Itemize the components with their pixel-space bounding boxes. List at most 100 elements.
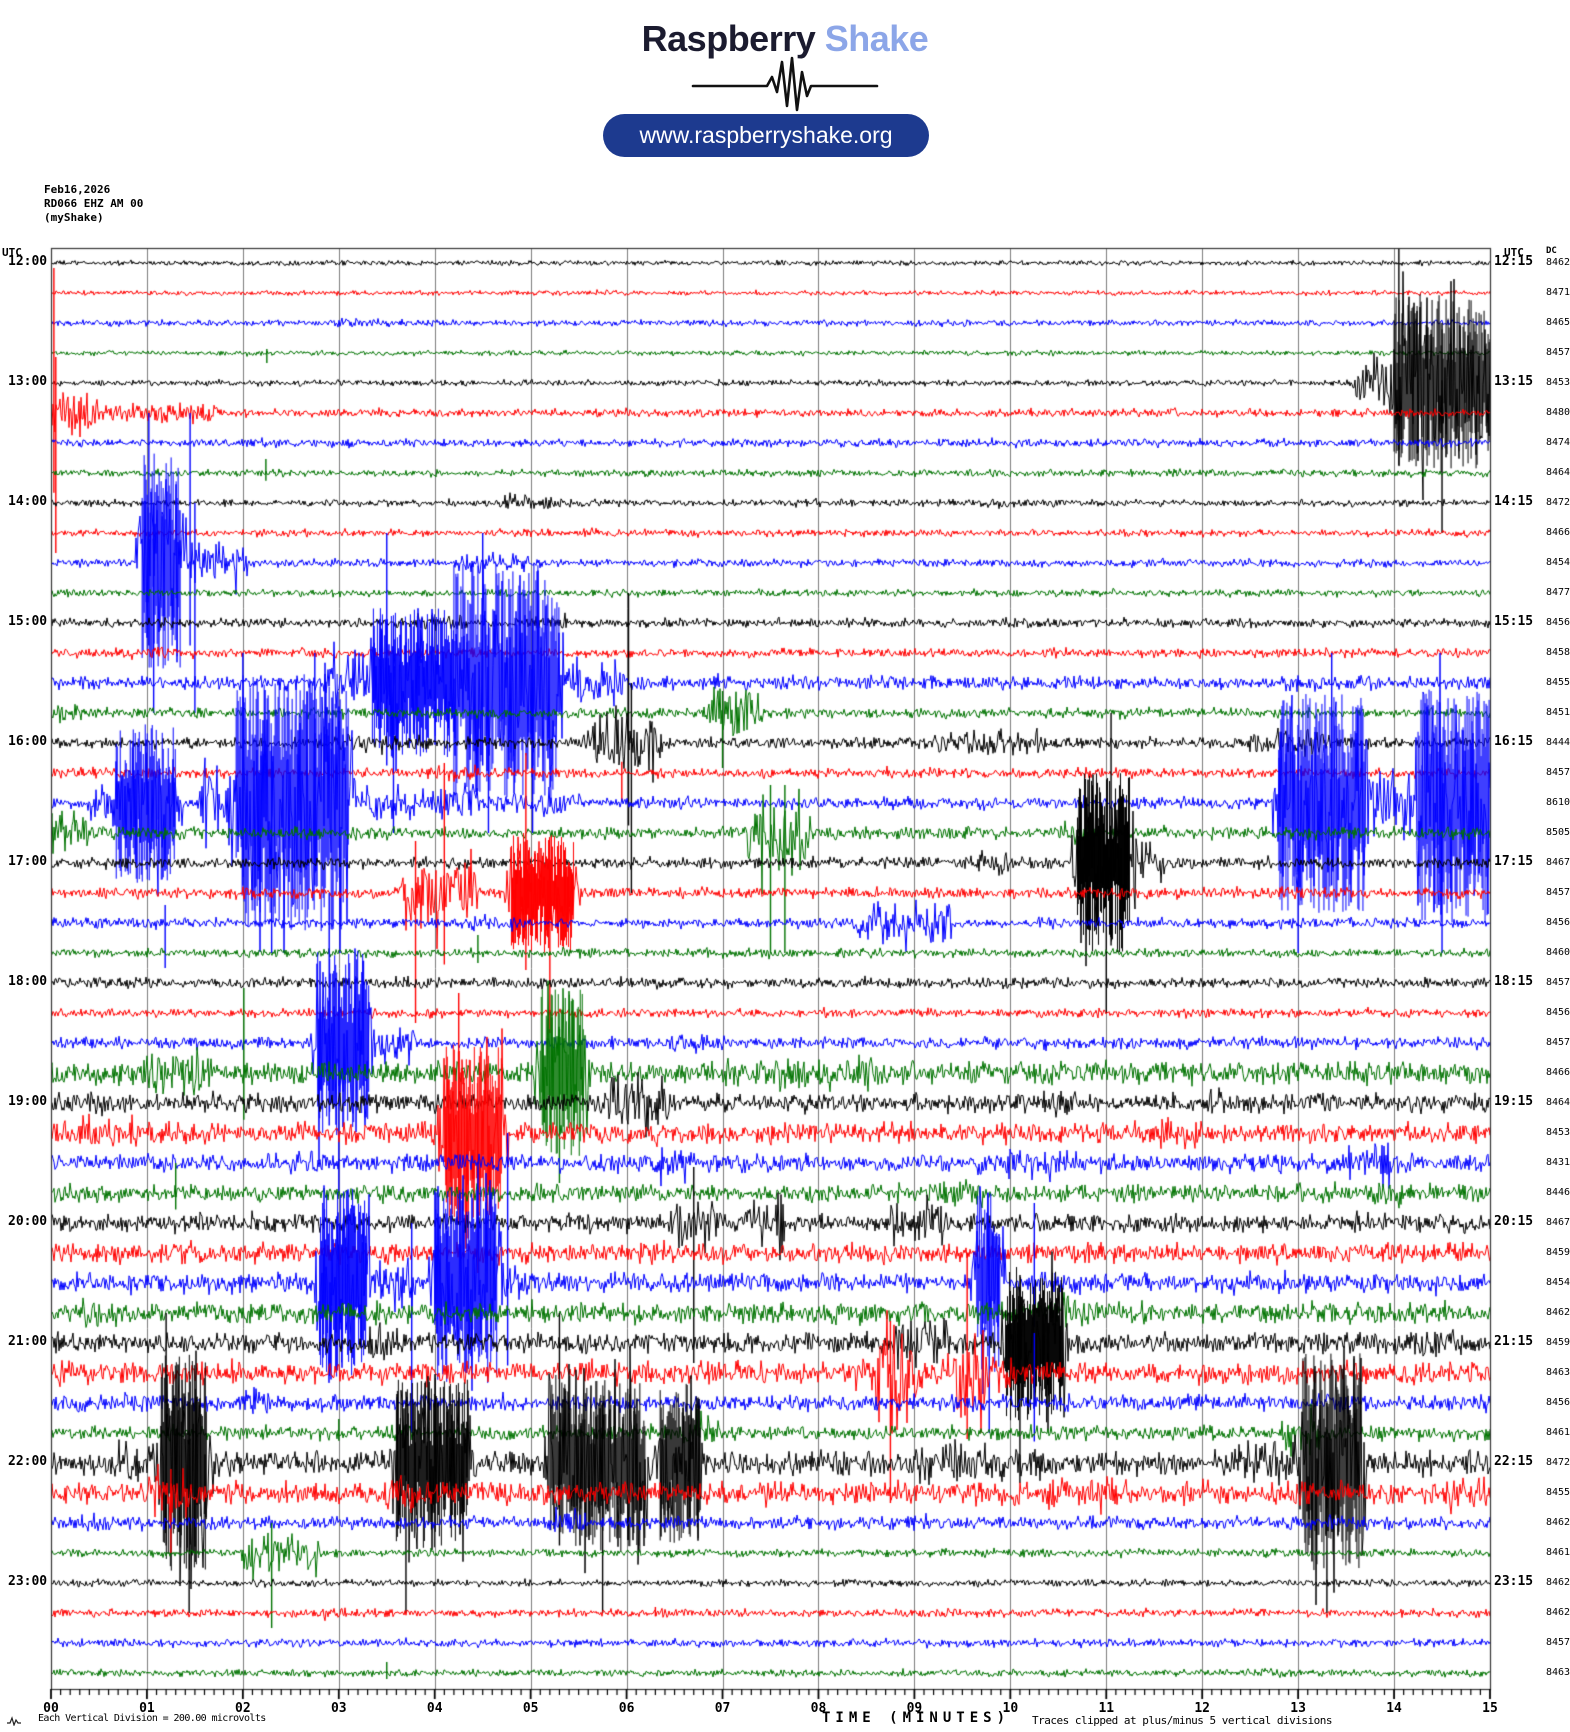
trace-dc-value: 8454 xyxy=(1546,1277,1570,1288)
trace-dc-value: 8457 xyxy=(1546,1637,1570,1648)
trace-end-time-label: 14:15 xyxy=(1494,494,1534,509)
trace-dc-value: 8472 xyxy=(1546,1457,1570,1468)
trace-end-time-label: 20:15 xyxy=(1494,1214,1534,1229)
trace-start-time-label: 12:00 xyxy=(8,254,48,269)
utc-header-right: UTC xyxy=(1504,246,1524,259)
trace-end-time-label: 16:15 xyxy=(1494,734,1534,749)
trace-dc-value: 8462 xyxy=(1546,257,1570,268)
station-date: Feb16,2026 xyxy=(44,183,111,196)
x-axis-tick-label: 04 xyxy=(426,1701,443,1716)
wave-mark-icon xyxy=(7,1716,21,1726)
trace-dc-value: 8462 xyxy=(1546,1517,1570,1528)
trace-dc-value: 8466 xyxy=(1546,527,1570,538)
trace-start-time-label: 23:00 xyxy=(8,1574,48,1589)
x-axis-tick-label: 00 xyxy=(43,1701,59,1716)
trace-dc-value: 8457 xyxy=(1546,347,1570,358)
trace-dc-value: 8467 xyxy=(1546,857,1570,868)
trace-dc-value: 8463 xyxy=(1546,1667,1570,1678)
trace-dc-value: 8459 xyxy=(1546,1337,1570,1348)
trace-dc-value: 8462 xyxy=(1546,1307,1570,1318)
scale-note: Each Vertical Division = 200.00 microvol… xyxy=(38,1713,266,1724)
clip-note: Traces clipped at plus/minus 5 vertical … xyxy=(1032,1714,1333,1727)
trace-dc-value: 8463 xyxy=(1546,1367,1570,1378)
trace-dc-value: 8505 xyxy=(1546,827,1570,838)
station-network: (myShake) xyxy=(44,211,104,224)
x-axis-tick-label: 02 xyxy=(235,1701,251,1716)
trace-dc-value: 8457 xyxy=(1546,977,1570,988)
trace-dc-value: 8456 xyxy=(1546,617,1570,628)
trace-dc-value: 8459 xyxy=(1546,1247,1570,1258)
trace-end-time-label: 23:15 xyxy=(1494,1574,1534,1589)
station-id: RD066 EHZ AM 00 xyxy=(44,197,144,210)
trace-dc-value: 8457 xyxy=(1546,767,1570,778)
trace-dc-value: 8431 xyxy=(1546,1157,1570,1168)
trace-dc-value: 8446 xyxy=(1546,1187,1570,1198)
trace-dc-value: 8455 xyxy=(1546,677,1570,688)
trace-start-time-label: 13:00 xyxy=(8,374,48,389)
trace-dc-value: 8457 xyxy=(1546,887,1570,898)
utc-header-left: UTC xyxy=(2,246,22,259)
seismic-wave-icon xyxy=(691,56,879,112)
trace-end-time-label: 21:15 xyxy=(1494,1334,1534,1349)
x-axis-tick-label: 08 xyxy=(810,1701,827,1716)
trace-dc-value: 8457 xyxy=(1546,1037,1570,1048)
trace-dc-value: 8465 xyxy=(1546,317,1570,328)
trace-dc-value: 8474 xyxy=(1546,437,1570,448)
trace-start-time-label: 21:00 xyxy=(8,1334,48,1349)
trace-dc-value: 8451 xyxy=(1546,707,1570,718)
trace-dc-value: 8456 xyxy=(1546,917,1570,928)
trace-dc-value: 8444 xyxy=(1546,737,1570,748)
x-axis-tick-label: 01 xyxy=(139,1701,155,1716)
x-axis-tick-label: 12 xyxy=(1194,1701,1211,1716)
trace-dc-value: 8456 xyxy=(1546,1007,1570,1018)
trace-start-time-label: 22:00 xyxy=(8,1454,48,1469)
x-axis-tick-label: 11 xyxy=(1098,1701,1115,1716)
trace-start-time-label: 19:00 xyxy=(8,1094,48,1109)
trace-dc-value: 8453 xyxy=(1546,1127,1570,1138)
x-axis-tick-label: 07 xyxy=(714,1701,731,1716)
trace-dc-value: 8462 xyxy=(1546,1607,1570,1618)
trace-end-time-label: 15:15 xyxy=(1494,614,1534,629)
trace-dc-value: 8455 xyxy=(1546,1487,1570,1498)
trace-end-time-label: 13:15 xyxy=(1494,374,1534,389)
trace-dc-value: 8464 xyxy=(1546,1097,1570,1108)
trace-end-time-label: 18:15 xyxy=(1494,974,1534,989)
x-axis-tick-label: 03 xyxy=(330,1701,347,1716)
x-axis-title: TIME (MINUTES) xyxy=(822,1710,1011,1726)
website-link-button[interactable]: www.raspberryshake.org xyxy=(603,114,929,157)
trace-end-time-label: 17:15 xyxy=(1494,854,1534,869)
x-axis-tick-label: 13 xyxy=(1290,1701,1306,1716)
x-axis-tick-label: 06 xyxy=(618,1701,635,1716)
logo-text-raspberry: Raspberry xyxy=(641,18,816,59)
trace-start-time-label: 15:00 xyxy=(8,614,48,629)
trace-start-time-label: 14:00 xyxy=(8,494,48,509)
trace-dc-value: 8472 xyxy=(1546,497,1570,508)
trace-dc-value: 8454 xyxy=(1546,557,1570,568)
trace-dc-value: 8467 xyxy=(1546,1217,1570,1228)
trace-dc-value: 8477 xyxy=(1546,587,1570,598)
raspberry-shake-logo: Raspberry Shake xyxy=(0,18,1570,60)
trace-dc-value: 8480 xyxy=(1546,407,1570,418)
trace-start-time-label: 18:00 xyxy=(8,974,48,989)
trace-dc-value: 8466 xyxy=(1546,1067,1570,1078)
trace-start-time-label: 20:00 xyxy=(8,1214,48,1229)
trace-dc-value: 8462 xyxy=(1546,1577,1570,1588)
trace-dc-value: 8458 xyxy=(1546,647,1570,658)
trace-dc-value: 8461 xyxy=(1546,1547,1570,1558)
trace-end-time-label: 22:15 xyxy=(1494,1454,1534,1469)
trace-dc-value: 8461 xyxy=(1546,1427,1570,1438)
trace-start-time-label: 16:00 xyxy=(8,734,48,749)
trace-start-time-label: 17:00 xyxy=(8,854,48,869)
trace-end-time-label: 12:15 xyxy=(1494,254,1534,269)
trace-dc-value: 8610 xyxy=(1546,797,1570,808)
trace-dc-value: 8460 xyxy=(1546,947,1570,958)
trace-end-time-label: 19:15 xyxy=(1494,1094,1534,1109)
x-axis-tick-label: 14 xyxy=(1386,1701,1402,1716)
x-axis-tick-label: 05 xyxy=(522,1701,539,1716)
x-axis-tick-label: 09 xyxy=(906,1701,923,1716)
dc-header: DC xyxy=(1546,246,1557,256)
x-axis-tick-label: 10 xyxy=(1002,1701,1019,1716)
trace-dc-value: 8456 xyxy=(1546,1397,1570,1408)
